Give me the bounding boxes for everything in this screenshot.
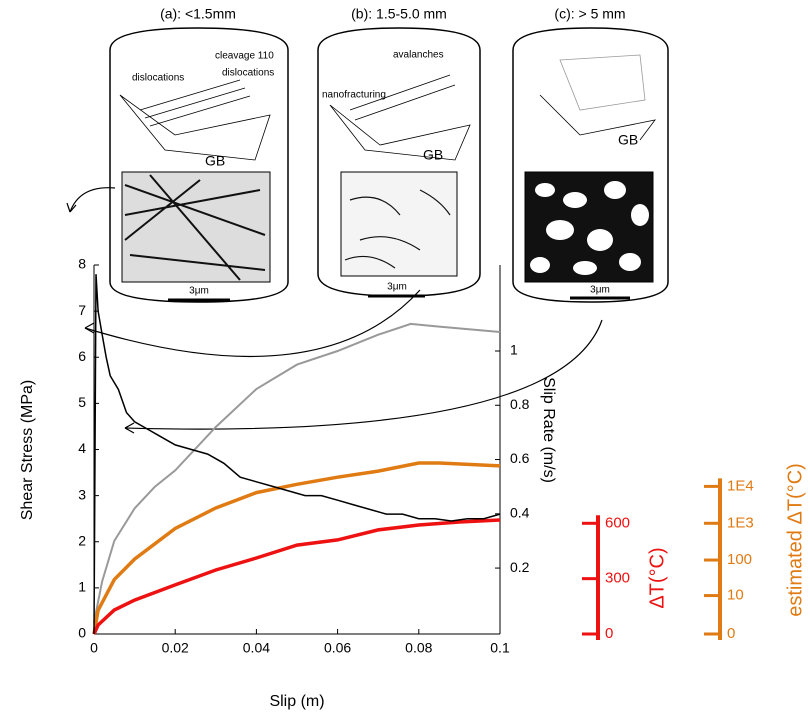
series-line: [94, 463, 500, 634]
x-tick-label: 0.08: [405, 640, 432, 656]
panel-label: dislocations: [222, 68, 274, 79]
x-tick-label: 0: [90, 640, 98, 656]
y-tick-label: 6: [78, 348, 86, 364]
y-tick-label: 7: [78, 302, 86, 318]
y4-tick-label: 0: [727, 625, 735, 642]
panel-label: GB: [423, 147, 443, 163]
x-tick-label: 0.04: [243, 640, 270, 656]
x-tick-label: 0.06: [324, 640, 351, 656]
x-axis-title: Slip (m): [269, 693, 324, 710]
panel-title: (b): 1.5-5.0 mm: [351, 6, 447, 22]
figure: (a): <1.5mm cleavage 110 dislocations di…: [0, 0, 810, 723]
y4-axis-title: estimated ΔT(°C): [784, 463, 806, 617]
x-tick-label: 0.1: [490, 640, 510, 656]
y-tick-label: 3: [78, 486, 86, 502]
series-line: [94, 274, 500, 634]
panel-label: nanofracturing: [322, 90, 386, 101]
panel-label: avalanches: [393, 50, 444, 61]
panel-label: cleavage 110: [215, 51, 274, 62]
panel-title: (c): > 5 mm: [554, 6, 625, 22]
y3-tick-label: 600: [605, 514, 630, 531]
panel-label: GB: [205, 153, 225, 169]
y2-tick-label: 0.4: [510, 505, 530, 521]
panel-c: [513, 28, 668, 302]
panel-label: dislocations: [132, 73, 184, 84]
series-line: [94, 324, 500, 622]
y4-tick-label: 10: [727, 587, 744, 604]
x-tick-label: 0.02: [162, 640, 189, 656]
y-tick-label: 1: [78, 579, 86, 595]
y3-axis-title: ΔT(°C): [646, 547, 668, 608]
panel-b: [318, 28, 480, 296]
panel-title: (a): <1.5mm: [160, 6, 236, 22]
y-tick-label: 5: [78, 394, 86, 410]
y2-tick-label: 0.2: [510, 559, 530, 575]
y-tick-label: 0: [78, 625, 86, 641]
y2-tick-label: 0.8: [510, 396, 530, 412]
y3-tick-label: 300: [605, 570, 630, 587]
y-tick-label: 4: [78, 440, 86, 456]
y4-tick-label: 1E4: [727, 477, 754, 494]
scale-label: 3μm: [387, 282, 407, 293]
y-tick-label: 2: [78, 532, 86, 548]
scale-label: 3μm: [189, 286, 209, 297]
scale-label: 3μm: [590, 285, 610, 296]
y4-tick-label: 1E3: [727, 514, 754, 531]
y3-tick-label: 0: [605, 625, 613, 642]
y-axis-title: Shear Stress (MPa): [19, 380, 36, 520]
y2-tick-label: 1: [510, 342, 518, 358]
y2-tick-label: 0.6: [510, 450, 530, 466]
y-tick-label: 8: [78, 256, 86, 272]
series-line: [94, 520, 500, 634]
y2-axis-title: Slip Rate (m/s): [540, 377, 557, 483]
y4-tick-label: 100: [727, 551, 752, 568]
panel-label: GB: [618, 132, 638, 148]
